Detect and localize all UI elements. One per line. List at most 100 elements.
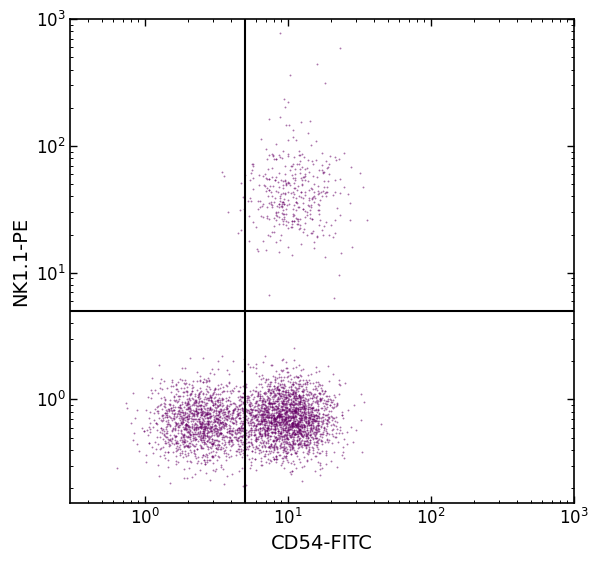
Point: [286, 433, 296, 442]
Point: [290, 390, 300, 399]
Point: [216, 442, 226, 451]
Point: [265, 443, 274, 452]
Point: [285, 422, 295, 431]
Point: [322, 419, 331, 428]
Point: [222, 365, 232, 374]
Point: [266, 379, 275, 388]
Point: [296, 430, 305, 439]
Point: [275, 113, 284, 122]
Point: [271, 413, 280, 422]
Point: [205, 433, 215, 442]
Point: [281, 398, 291, 407]
Point: [152, 406, 162, 415]
Point: [311, 410, 320, 419]
Point: [315, 394, 325, 403]
Point: [295, 426, 304, 435]
Point: [283, 447, 292, 456]
Point: [311, 156, 320, 165]
Point: [224, 426, 233, 435]
Point: [218, 434, 227, 443]
Point: [257, 418, 267, 427]
Point: [274, 394, 283, 403]
Point: [211, 392, 220, 401]
Point: [257, 431, 266, 440]
Point: [339, 183, 349, 192]
Point: [183, 404, 193, 413]
Point: [214, 427, 223, 436]
Point: [178, 413, 188, 422]
Point: [283, 387, 293, 396]
Point: [314, 416, 323, 425]
Point: [185, 456, 195, 465]
Point: [284, 434, 293, 443]
Point: [256, 448, 266, 457]
Point: [207, 440, 217, 449]
Point: [205, 404, 215, 413]
Point: [297, 386, 307, 395]
Point: [250, 420, 259, 429]
Point: [283, 457, 293, 466]
Point: [178, 408, 188, 417]
Point: [217, 395, 227, 404]
Point: [218, 402, 227, 411]
Point: [199, 428, 209, 437]
Point: [307, 183, 316, 192]
Point: [301, 404, 311, 413]
Point: [274, 386, 283, 395]
Point: [234, 413, 244, 422]
Point: [258, 422, 268, 431]
Point: [270, 424, 280, 433]
Point: [288, 439, 298, 448]
Point: [207, 442, 217, 451]
Point: [262, 412, 272, 421]
Point: [204, 406, 214, 415]
Point: [236, 437, 245, 446]
Point: [287, 171, 296, 180]
Point: [268, 417, 278, 426]
Point: [266, 410, 275, 419]
Point: [179, 432, 189, 441]
Point: [207, 451, 217, 460]
Point: [245, 402, 255, 411]
Point: [285, 404, 295, 413]
Point: [241, 425, 250, 434]
Point: [274, 385, 283, 394]
Point: [267, 385, 277, 394]
Point: [278, 396, 287, 406]
Point: [283, 413, 292, 422]
Point: [304, 168, 314, 177]
Point: [170, 422, 180, 431]
Point: [275, 440, 284, 450]
Point: [274, 199, 284, 208]
Point: [309, 413, 319, 422]
Point: [184, 432, 194, 441]
Point: [275, 393, 285, 402]
Point: [237, 393, 247, 402]
Point: [263, 424, 273, 433]
Point: [300, 170, 310, 179]
Point: [217, 413, 226, 422]
Point: [304, 445, 314, 454]
Point: [280, 431, 289, 440]
Point: [215, 417, 225, 426]
Point: [296, 430, 306, 439]
Point: [184, 421, 194, 430]
Point: [318, 418, 328, 428]
Point: [272, 402, 281, 411]
Point: [258, 438, 268, 447]
Point: [271, 421, 280, 430]
Point: [271, 386, 280, 395]
Point: [174, 406, 184, 415]
Point: [209, 417, 219, 426]
Point: [205, 456, 214, 465]
Point: [296, 422, 305, 431]
Point: [272, 389, 282, 398]
Point: [260, 429, 269, 438]
Point: [260, 413, 269, 422]
Point: [293, 440, 303, 449]
Point: [241, 444, 250, 453]
Point: [254, 181, 264, 190]
Point: [121, 398, 131, 407]
Point: [172, 398, 182, 407]
Point: [312, 233, 322, 242]
